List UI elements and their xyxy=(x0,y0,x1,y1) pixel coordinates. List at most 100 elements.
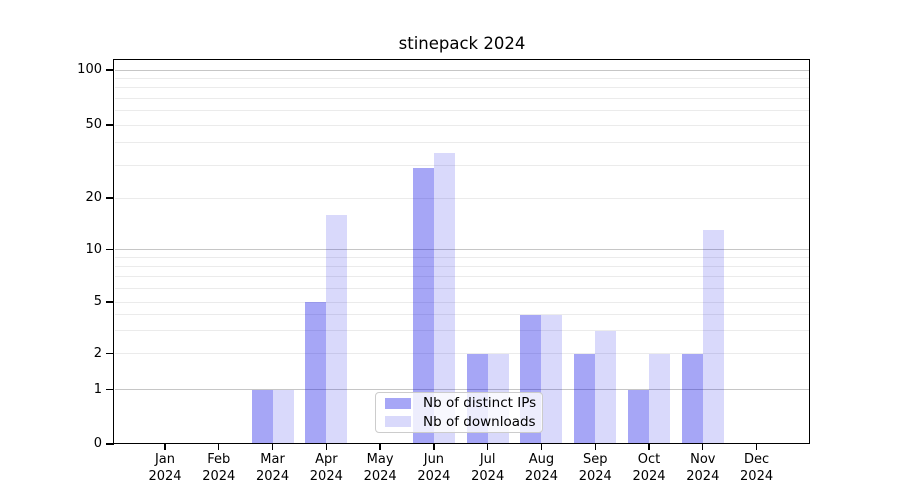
legend-label-distinct-ips: Nb of distinct IPs xyxy=(423,395,537,412)
bar-sep-downloads xyxy=(595,330,617,444)
legend-item-distinct-ips: Nb of distinct IPs xyxy=(385,395,542,411)
x-tick-label-aug: Aug 2024 xyxy=(509,452,573,485)
x-tick-month-feb: Feb xyxy=(207,452,231,467)
y-tick-label-2: 2 xyxy=(93,345,102,361)
legend-swatch-distinct-ips xyxy=(385,397,411,409)
x-tick-mark-aug xyxy=(540,444,543,450)
x-tick-label-jul: Jul 2024 xyxy=(456,452,520,485)
x-tick-month-mar: Mar xyxy=(260,452,285,467)
gridline-minor-90 xyxy=(115,77,809,79)
x-tick-mark-nov xyxy=(702,444,704,450)
legend-label-downloads: Nb of downloads xyxy=(423,413,536,430)
x-tick-year-apr: 2024 xyxy=(309,468,343,484)
legend: Nb of distinct IPs Nb of downloads xyxy=(375,392,543,433)
x-tick-month-aug: Aug xyxy=(528,452,555,467)
y-tick-mark-5 xyxy=(106,301,114,303)
x-tick-mark-dec xyxy=(755,444,758,450)
chart-title: stinepack 2024 xyxy=(398,34,526,53)
y-tick-label-100: 100 xyxy=(77,62,102,77)
x-tick-month-apr: Apr xyxy=(315,452,338,467)
x-tick-label-dec: Dec 2024 xyxy=(725,452,789,485)
bar-oct-downloads xyxy=(649,353,671,444)
gridline-minor-5 xyxy=(115,301,809,303)
y-tick-mark-1 xyxy=(106,388,114,391)
x-tick-label-nov: Nov 2024 xyxy=(671,452,735,485)
gridline-minor-8 xyxy=(115,265,809,267)
gridline-minor-6 xyxy=(115,287,809,289)
x-tick-month-dec: Dec xyxy=(744,452,770,467)
gridline-minor-40 xyxy=(115,142,809,144)
bar-mar-distinct-ips xyxy=(251,389,273,444)
x-tick-label-apr: Apr 2024 xyxy=(294,452,358,485)
bar-apr-distinct-ips xyxy=(305,302,327,444)
bar-mar-downloads xyxy=(272,389,294,444)
x-tick-label-sep: Sep 2024 xyxy=(563,452,627,485)
gridline-minor-9 xyxy=(115,256,809,258)
gridline-minor-60 xyxy=(115,110,809,112)
x-tick-year-jan: 2024 xyxy=(148,468,182,484)
gridline-minor-80 xyxy=(115,87,809,89)
gridline-major-1 xyxy=(115,389,809,390)
bar-jun-downloads xyxy=(433,153,455,444)
y-tick-label-5: 5 xyxy=(93,294,102,309)
gridline-minor-4 xyxy=(115,314,809,316)
x-tick-year-dec: 2024 xyxy=(740,468,774,484)
legend-swatch-downloads xyxy=(385,416,411,428)
gridline-minor-70 xyxy=(115,97,809,99)
legend-item-downloads: Nb of downloads xyxy=(385,414,542,430)
x-tick-mark-feb xyxy=(218,444,220,450)
y-tick-label-20: 20 xyxy=(85,190,102,205)
x-tick-year-nov: 2024 xyxy=(686,468,720,484)
y-tick-mark-50 xyxy=(106,124,114,126)
y-tick-mark-2 xyxy=(106,352,114,355)
x-tick-label-feb: Feb 2024 xyxy=(187,452,251,485)
gridline-minor-50 xyxy=(115,124,809,126)
x-tick-year-mar: 2024 xyxy=(256,468,290,484)
x-tick-year-sep: 2024 xyxy=(578,468,612,484)
x-tick-month-sep: Sep xyxy=(582,452,608,467)
bar-apr-downloads xyxy=(326,214,348,444)
x-tick-label-jan: Jan 2024 xyxy=(133,452,197,485)
x-tick-year-jul: 2024 xyxy=(471,468,505,484)
x-tick-mark-jan xyxy=(164,444,166,450)
x-tick-mark-apr xyxy=(325,444,328,450)
bar-sep-distinct-ips xyxy=(574,353,596,444)
gridline-major-10 xyxy=(115,249,809,250)
x-tick-year-jun: 2024 xyxy=(417,468,451,484)
x-tick-label-may: May 2024 xyxy=(348,452,412,485)
x-tick-label-mar: Mar 2024 xyxy=(241,452,305,485)
x-tick-month-jan: Jan xyxy=(154,452,176,467)
x-tick-mark-oct xyxy=(648,444,650,450)
gridline-minor-3 xyxy=(115,330,809,332)
x-tick-month-may: May xyxy=(366,452,394,467)
bar-aug-downloads xyxy=(541,314,563,444)
x-tick-year-aug: 2024 xyxy=(524,468,558,484)
x-tick-month-nov: Nov xyxy=(690,452,716,467)
y-tick-mark-20 xyxy=(106,197,114,199)
y-tick-mark-0 xyxy=(106,443,114,445)
gridline-minor-2 xyxy=(115,353,809,354)
bar-oct-distinct-ips xyxy=(628,389,650,444)
x-tick-mark-may xyxy=(379,444,381,450)
x-tick-label-jun: Jun 2024 xyxy=(402,452,466,485)
y-tick-label-0: 0 xyxy=(93,436,102,451)
x-tick-label-oct: Oct 2024 xyxy=(617,452,681,485)
x-tick-mark-mar xyxy=(271,444,274,450)
x-tick-mark-jun xyxy=(433,444,435,450)
y-tick-label-50: 50 xyxy=(85,117,102,132)
y-tick-label-10: 10 xyxy=(85,241,102,257)
x-tick-month-jul: Jul xyxy=(479,452,496,467)
gridline-minor-30 xyxy=(115,165,809,167)
x-tick-mark-sep xyxy=(594,444,596,450)
gridline-minor-20 xyxy=(115,197,809,199)
bar-nov-distinct-ips xyxy=(681,353,703,444)
x-tick-month-oct: Oct xyxy=(637,452,661,467)
gridline-major-100 xyxy=(115,69,809,71)
x-tick-mark-jul xyxy=(486,444,489,450)
bar-jun-distinct-ips xyxy=(412,168,434,444)
gridline-minor-7 xyxy=(115,276,809,277)
bar-nov-downloads xyxy=(702,230,724,444)
y-tick-mark-10 xyxy=(106,248,114,251)
x-tick-year-feb: 2024 xyxy=(202,468,236,484)
